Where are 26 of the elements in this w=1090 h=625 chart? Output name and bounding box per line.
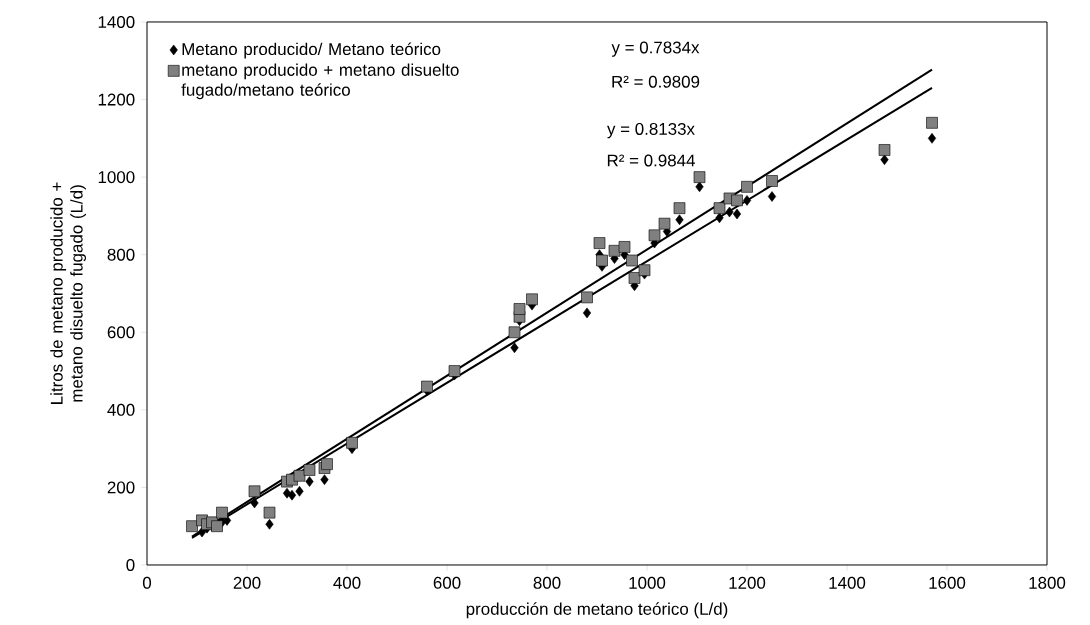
- y-tick-label: 1400: [98, 15, 135, 28]
- x-axis-title: producción de metano teórico (L/d): [466, 602, 728, 619]
- y-tick-label: 800: [107, 248, 135, 261]
- annotation: y = 0.8133x: [607, 122, 695, 139]
- y-tick-label: 0: [126, 558, 135, 571]
- y-axis-title: Litros de metano producido + metano disuelto fugado (L/d): [50, 182, 86, 404]
- annotation: R² = 0.9844: [607, 154, 695, 167]
- x-tick-label: 1600: [929, 576, 966, 589]
- x-tick-label: 1200: [729, 576, 766, 589]
- y-tick-label: 600: [107, 326, 135, 339]
- x-tick-label: 0: [142, 576, 152, 589]
- x-tick-label: 400: [333, 576, 361, 589]
- annotation: R² = 0.9809: [612, 75, 700, 88]
- x-tick-label: 1400: [829, 576, 866, 589]
- x-tick-label: 600: [433, 576, 461, 589]
- y-tick-label: 1200: [98, 93, 135, 106]
- y-tick-label: 400: [107, 403, 135, 416]
- x-tick-label: 200: [233, 576, 261, 589]
- x-tick-label: 1000: [629, 576, 666, 589]
- x-tick-label: 1800: [1029, 576, 1066, 589]
- x-tick-label: 800: [533, 576, 561, 589]
- y-tick-label: 1000: [98, 171, 135, 184]
- legend-label: Metano producido/ Metano teórico: [182, 42, 441, 59]
- legend-label: metano producido + metano disuelto fugado/metano teórico: [181, 63, 459, 100]
- annotation: y = 0.7834x: [611, 41, 700, 57]
- y-tick-label: 200: [107, 481, 135, 494]
